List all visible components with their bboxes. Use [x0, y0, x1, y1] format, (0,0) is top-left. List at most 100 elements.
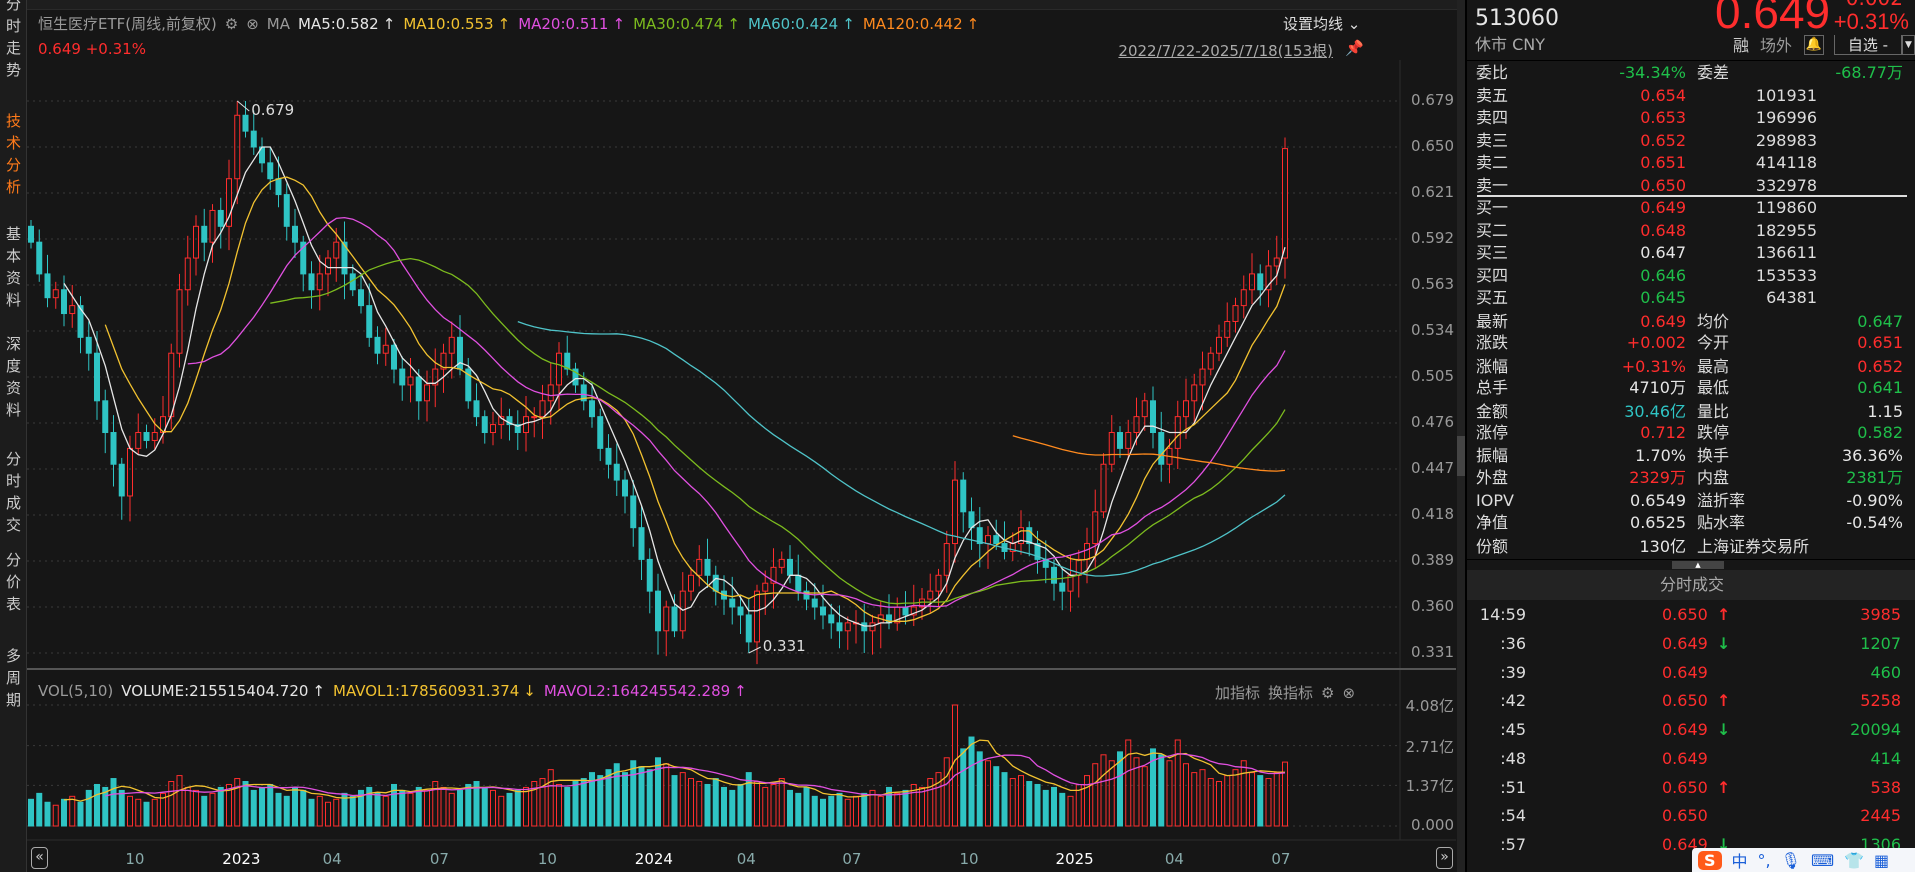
stat-label: 份额 [1476, 537, 1509, 556]
candle [473, 383, 480, 427]
stat-label: 涨跌 [1476, 333, 1509, 352]
sidebar-tab[interactable]: 多周期 [5, 647, 21, 709]
otc-button[interactable]: 场外 [1760, 36, 1793, 55]
sidebar-tab[interactable]: 基本资料 [5, 225, 21, 309]
candle [613, 443, 620, 496]
book-price: 0.645 [1640, 288, 1686, 307]
volume-bar [366, 786, 373, 827]
x-tick-label: 2024 [634, 850, 673, 868]
arrow-down-icon: ↓ [1717, 634, 1731, 653]
watchlist-button[interactable]: 自选 - [1834, 35, 1902, 55]
candle [844, 616, 851, 650]
candle [630, 480, 637, 547]
close-circle-icon[interactable]: ⊗ [1342, 683, 1356, 702]
candle [696, 545, 703, 587]
candle [597, 408, 604, 462]
volume-bar [358, 789, 364, 827]
volume-bar [696, 781, 703, 827]
candle [762, 570, 769, 615]
y-tick-label: 0.360 [1411, 597, 1454, 615]
bell-icon[interactable]: 🔔 [1804, 35, 1824, 55]
stat-value: +0.31% [1621, 357, 1686, 376]
keyboard-icon[interactable]: ⌨ [1810, 850, 1835, 870]
candle [28, 219, 34, 249]
gear-icon[interactable]: ⚙ [224, 14, 239, 33]
divider [1467, 60, 1915, 61]
volume-bar [36, 792, 43, 827]
volume-bar [1158, 754, 1165, 827]
y-tick-label: 0.389 [1411, 551, 1454, 569]
book-label: 卖四 [1476, 108, 1509, 127]
kline-chart[interactable]: 0.679 0.331 [0, 0, 1460, 872]
volume-bar [118, 789, 125, 827]
add-indicator-button[interactable]: 加指标 [1215, 684, 1261, 702]
ime-lang[interactable]: 中 [1731, 852, 1748, 871]
gear-icon[interactable]: ⚙ [1321, 683, 1335, 702]
volume-bar [382, 795, 389, 827]
volume-bar [1067, 795, 1074, 827]
book-volume: 298983 [1755, 131, 1817, 150]
volume-bar [902, 789, 909, 827]
candle [886, 594, 892, 630]
vol-arrow: ↓ [523, 682, 536, 700]
candle [448, 321, 455, 379]
volume-bar [993, 766, 1000, 827]
sidebar-tab[interactable]: 技术分析 [5, 112, 21, 196]
pin-icon[interactable]: 📌 [1345, 39, 1364, 57]
scrollbar-thumb[interactable] [1457, 436, 1465, 476]
scroll-right-button[interactable]: » [1436, 847, 1453, 869]
ime-punct[interactable]: °, [1757, 850, 1771, 870]
collapse-button[interactable]: ▲ [1672, 561, 1724, 569]
volume-bar [52, 804, 59, 827]
volume-bar [514, 789, 521, 827]
volume-bar [919, 786, 925, 827]
dropdown-icon[interactable]: ▼ [1902, 35, 1915, 55]
stat-label: 溢折率 [1697, 491, 1746, 510]
volume-bar [1199, 769, 1206, 827]
candle [836, 605, 843, 649]
sidebar-tab[interactable]: 分时成交 [5, 450, 21, 534]
tick-price: 0.649 [1662, 720, 1708, 739]
sidebar-tab[interactable]: 深度资料 [5, 335, 21, 419]
tick-time: :36 [1500, 634, 1526, 653]
volume-bar [85, 789, 92, 827]
grid-icon[interactable]: ▦ [1873, 850, 1890, 870]
ime-toolbar[interactable]: S 中 °, 🎙 ⌨ 👕 ▦ [1692, 848, 1915, 872]
volume-bar [481, 786, 488, 827]
ma30-line [270, 257, 1286, 605]
date-range-link[interactable]: 2022/7/22-2025/7/18(153根) [1118, 42, 1333, 60]
book-volume: 136611 [1755, 243, 1817, 262]
mic-icon[interactable]: 🎙 [1780, 850, 1801, 870]
scroll-left-button[interactable]: « [31, 847, 48, 869]
candle [267, 147, 274, 190]
big-price: 0.649 [1715, 0, 1831, 38]
margin-button[interactable]: 融 [1733, 36, 1750, 55]
vol-arrow: ↑ [312, 682, 325, 700]
switch-indicator-button[interactable]: 换指标 [1268, 684, 1314, 702]
close-circle-icon[interactable]: ⊗ [246, 14, 259, 33]
volume-bar [910, 783, 917, 827]
volume-bar [127, 795, 133, 827]
sidebar-tab[interactable]: 分时走势 [5, 0, 21, 79]
volume-bar [1282, 761, 1288, 827]
tick-price: 0.650 [1662, 691, 1708, 710]
book-divider [1477, 195, 1907, 197]
candle [919, 587, 925, 620]
tick-time: :45 [1500, 720, 1526, 739]
set-ma-button[interactable]: 设置均线 ⌄ [1283, 15, 1361, 33]
sidebar-tab[interactable]: 分价表 [5, 551, 21, 613]
ma-label: MA [266, 14, 290, 33]
stat-value: 1.70% [1635, 446, 1686, 465]
annotation-label: 0.331 [763, 637, 806, 655]
volume-bar [457, 789, 463, 827]
tick-time: :57 [1500, 835, 1526, 854]
book-label: 卖二 [1476, 153, 1509, 172]
candle [1282, 137, 1288, 279]
book-price: 0.647 [1640, 243, 1686, 262]
stat-value: 0.652 [1857, 357, 1903, 376]
mavol10-line [105, 752, 1286, 797]
vol-tick-label: 4.08亿 [1405, 697, 1454, 715]
volume-bar [547, 769, 554, 827]
skin-icon[interactable]: 👕 [1844, 850, 1864, 870]
volume-bar [1009, 778, 1016, 827]
